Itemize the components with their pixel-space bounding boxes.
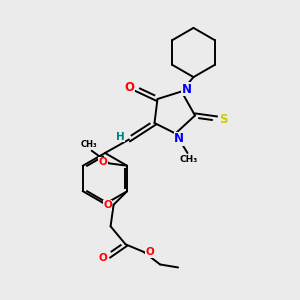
Text: O: O <box>98 253 107 263</box>
Text: O: O <box>103 200 112 210</box>
Text: H: H <box>116 131 125 142</box>
Text: N: N <box>182 82 192 96</box>
Text: O: O <box>99 158 107 167</box>
Text: O: O <box>145 248 154 257</box>
Text: O: O <box>124 81 134 94</box>
Text: N: N <box>174 132 184 146</box>
Text: CH₃: CH₃ <box>80 140 97 148</box>
Text: S: S <box>219 112 227 126</box>
Text: CH₃: CH₃ <box>180 155 198 164</box>
